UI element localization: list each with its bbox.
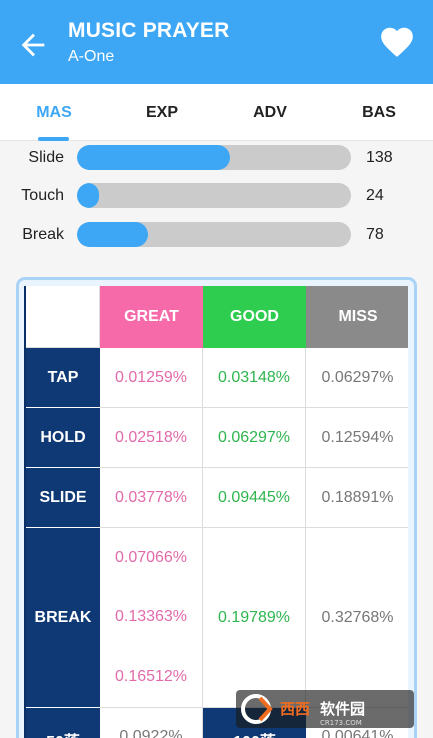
- header-good: GOOD: [203, 286, 306, 348]
- note-bar-fill: [77, 183, 99, 208]
- note-bar-track: [77, 222, 351, 247]
- svg-text:软件园: 软件园: [320, 700, 365, 718]
- song-title: MUSIC PRAYER: [68, 19, 230, 42]
- cell-break-great: 0.07066% 0.13363% 0.16512%: [100, 528, 203, 708]
- favorite-heart-icon[interactable]: [377, 23, 417, 61]
- note-bar-track: [77, 183, 351, 208]
- app-bar-titles: MUSIC PRAYER A-One: [68, 19, 230, 66]
- note-count: 24: [366, 187, 384, 204]
- break-great-value: 0.13363%: [114, 608, 188, 626]
- cell-tap-miss: 0.06297%: [306, 348, 408, 408]
- tab-mas[interactable]: MAS: [36, 103, 72, 121]
- tab-adv[interactable]: ADV: [253, 103, 287, 121]
- row-header-hold: HOLD: [26, 408, 100, 468]
- header-great: GREAT: [100, 286, 203, 348]
- cell-break-good: 0.19789%: [203, 528, 306, 708]
- cell-break-miss: 0.32768%: [306, 528, 408, 708]
- cell-hold-good: 0.06297%: [203, 408, 306, 468]
- tab-bas[interactable]: BAS: [362, 103, 396, 121]
- break-great-value: 0.16512%: [114, 668, 188, 686]
- table-corner: [26, 286, 100, 348]
- note-row-break: Break 78: [0, 222, 433, 248]
- note-bar-fill: [77, 145, 231, 170]
- cell-tap-good: 0.03148%: [203, 348, 306, 408]
- svg-text:西西: 西西: [280, 700, 310, 718]
- row-header-tap: TAP: [26, 348, 100, 408]
- cell-hold-great: 0.02518%: [100, 408, 203, 468]
- row-header-50: 50落: [26, 708, 100, 738]
- site-watermark-logo: 西西 软件园 CR173.COM: [236, 690, 414, 728]
- note-row-touch: Touch 24: [0, 183, 433, 209]
- difficulty-tabs: MAS EXP ADV BAS: [0, 84, 433, 141]
- cell-hold-miss: 0.12594%: [306, 408, 408, 468]
- cell-slide-great: 0.03778%: [100, 468, 203, 528]
- break-great-value: 0.07066%: [114, 548, 188, 566]
- note-label: Break: [22, 226, 64, 243]
- note-count: 78: [366, 226, 384, 243]
- cell-50-great: 0.0922%: [100, 708, 203, 738]
- note-count: 138: [366, 149, 393, 166]
- active-tab-indicator: [38, 137, 69, 141]
- note-row-slide: Slide 138: [0, 145, 433, 171]
- cell-slide-miss: 0.18891%: [306, 468, 408, 528]
- app-bar: MUSIC PRAYER A-One: [0, 0, 433, 84]
- tab-exp[interactable]: EXP: [145, 103, 178, 121]
- note-bar-fill: [77, 222, 149, 247]
- score-table: GREAT GOOD MISS TAP 0.01259% 0.03148% 0.…: [24, 286, 408, 738]
- svg-text:CR173.COM: CR173.COM: [320, 719, 362, 727]
- back-arrow-icon[interactable]: [16, 28, 50, 62]
- row-header-break: BREAK: [26, 528, 100, 708]
- header-miss: MISS: [306, 286, 408, 348]
- note-label: Touch: [21, 187, 64, 204]
- row-header-slide: SLIDE: [26, 468, 100, 528]
- cell-slide-good: 0.09445%: [203, 468, 306, 528]
- cell-tap-great: 0.01259%: [100, 348, 203, 408]
- song-artist: A-One: [68, 48, 115, 65]
- note-label: Slide: [28, 149, 64, 166]
- note-bar-track: [77, 145, 351, 170]
